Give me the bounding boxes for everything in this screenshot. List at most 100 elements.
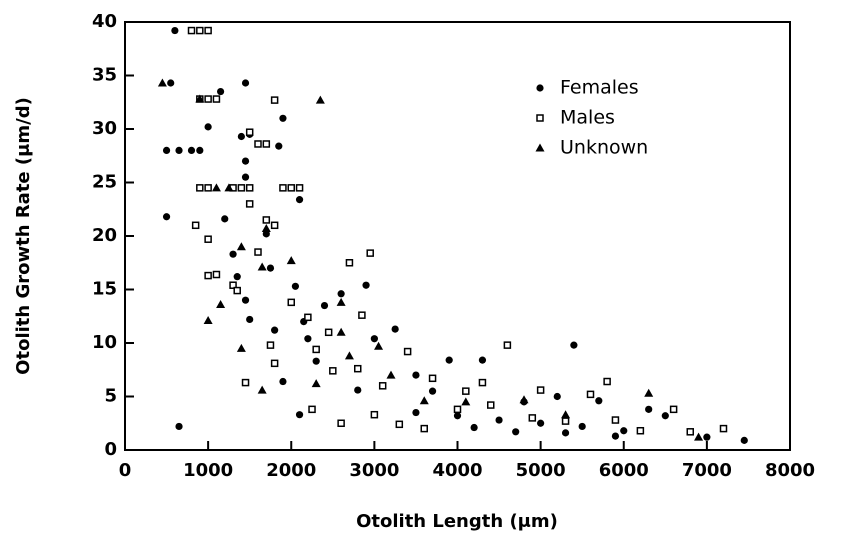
point [287,298,295,307]
point [329,367,337,375]
y-tick-label: 10 [92,332,117,353]
y-tick-label: 30 [92,118,117,139]
point [204,123,212,131]
point [286,256,296,265]
point [257,262,267,271]
point [275,142,283,150]
point [686,428,694,436]
point [528,414,537,422]
point [304,313,312,322]
point [308,405,316,414]
point [241,296,250,304]
point [374,341,384,350]
point [495,416,503,424]
point [478,378,487,387]
point [221,215,229,223]
point [245,200,254,208]
point [312,345,320,354]
legend-label: Unknown [560,137,648,159]
point [233,273,241,281]
point [237,184,246,192]
point [171,26,179,35]
point [661,412,669,420]
point [196,26,204,35]
point [519,395,529,404]
point [204,271,212,280]
point [212,270,221,279]
point [266,264,275,272]
point [419,396,429,405]
point [366,249,374,257]
legend-label: Females [560,77,639,99]
y-tick-label: 25 [92,172,117,193]
point [295,196,304,204]
point [270,221,279,230]
point [295,184,304,192]
point [478,356,487,364]
point [370,335,378,343]
point [254,140,262,148]
point [553,392,561,401]
point [229,250,237,258]
point [354,364,362,373]
point [311,379,321,388]
y-tick-label: 40 [92,11,117,32]
point [236,242,246,251]
point [461,397,471,406]
x-tick-label: 4000 [432,460,482,481]
point [191,221,200,230]
y-tick-label: 0 [104,439,117,460]
point [266,341,275,349]
point [212,95,221,103]
point [586,390,595,399]
point [241,79,250,87]
point [703,433,711,441]
point [241,173,250,181]
point [257,385,267,394]
point [561,417,570,425]
x-tick-label: 6000 [599,460,649,481]
point [345,259,354,267]
point [236,343,246,352]
x-tick-label: 8000 [765,460,815,481]
x-tick-label: 0 [119,460,132,481]
point [370,410,379,419]
point [536,386,545,394]
point [175,146,183,154]
y-axis-label: Otolith Growth Rate (μm/d) [13,97,34,375]
point [428,374,437,383]
point [611,416,620,424]
point [315,95,325,104]
point [196,146,204,154]
point [262,230,270,238]
legend-marker [536,114,544,122]
point [362,281,370,289]
legend-marker [535,143,545,152]
point [196,184,204,192]
point [261,224,271,233]
point [157,78,167,87]
y-tick-label: 5 [104,386,117,407]
point [233,286,241,295]
point [246,315,254,324]
point [262,140,271,148]
point [204,95,212,103]
x-tick-label: 3000 [349,460,399,481]
point [270,359,279,368]
point [487,401,495,409]
point [470,423,478,432]
point [611,432,620,440]
y-tick-label: 15 [92,279,117,300]
point [386,370,396,379]
point [420,424,428,433]
point [412,371,420,379]
point [195,94,205,103]
point [336,327,346,336]
point [295,411,304,419]
point [358,311,366,319]
point [245,184,254,192]
point [211,183,221,192]
point [595,397,603,405]
point [669,405,678,414]
